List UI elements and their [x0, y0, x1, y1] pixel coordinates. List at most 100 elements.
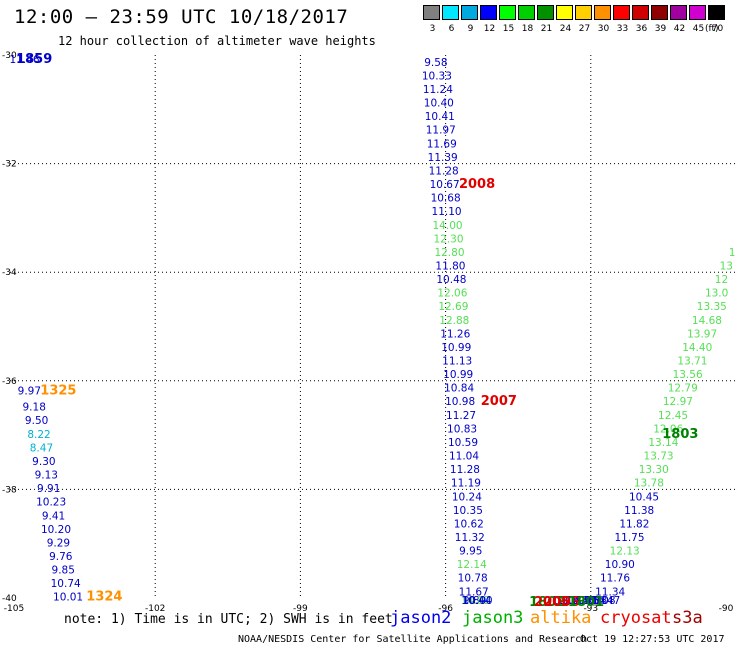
swh-value-label: 12.97	[663, 396, 693, 408]
color-swatch-3	[423, 5, 440, 20]
credit-line: NOAA/NESDIS Center for Satellite Applica…	[238, 634, 588, 645]
swh-value-label: 10.47	[590, 595, 620, 607]
swh-value-label: 12.06	[653, 423, 683, 435]
color-swatch-42	[670, 5, 687, 20]
color-scale-label: 39	[654, 24, 667, 34]
swh-value-label: 11.04	[449, 451, 479, 463]
swh-value-label: 9.18	[23, 402, 46, 414]
y-tick-label: -34	[2, 268, 17, 278]
color-swatch-36	[632, 5, 649, 20]
swh-value-label: 10.84	[444, 383, 474, 395]
swh-value-label: 10.41	[425, 111, 455, 123]
swh-value-label: 11.82	[619, 518, 649, 530]
color-swatch-33	[613, 5, 630, 20]
swh-value-label: 13.30	[639, 464, 669, 476]
swh-value-label: 11.67	[459, 586, 489, 598]
swh-value-label: 11.13	[442, 356, 472, 368]
chart-title: 12:00 – 23:59 UTC 10/18/2017	[14, 6, 349, 28]
y-tick-label: -32	[2, 160, 17, 170]
swh-value-label: 11.39	[428, 152, 458, 164]
x-tick-label: -93	[583, 604, 598, 614]
swh-value-label: 11.76	[600, 573, 630, 585]
swh-value-label: 12.14	[457, 559, 487, 571]
swh-value-label: 11.97	[426, 125, 456, 137]
swh-value-label: 14.40	[682, 342, 712, 354]
generation-timestamp: Oct 19 12:27:53 UTC 2017	[580, 634, 725, 645]
color-swatch-6	[442, 5, 459, 20]
swh-value-label: 11.28	[429, 165, 459, 177]
swh-value-label: 9.91	[37, 483, 60, 495]
swh-value-label: 9.95	[459, 546, 482, 558]
swh-value-label: 12.69	[438, 301, 468, 313]
swh-value-label: 9.41	[42, 510, 65, 522]
satellite-legend-s3a: s3a	[672, 608, 703, 628]
y-tick-label: -38	[2, 485, 17, 495]
swh-value-label: 10.83	[447, 423, 477, 435]
swh-value-label: 1	[729, 247, 736, 259]
swh-value-label: 9.30	[32, 456, 55, 468]
color-swatch-45	[689, 5, 706, 20]
y-tick-label: -40	[2, 594, 17, 604]
color-scale-label: 45	[692, 24, 705, 34]
swh-value-label: 11.75	[614, 532, 644, 544]
swh-value-label: 11.80	[435, 260, 465, 272]
pass-time-label: 1803	[662, 427, 698, 442]
y-tick-label: -36	[2, 377, 17, 387]
swh-value-label: 11.26	[440, 328, 470, 340]
swh-value-label: 10.40	[424, 98, 454, 110]
swh-value-label: 12.06	[437, 288, 467, 300]
pass-time-label: 1325	[40, 383, 76, 398]
color-scale-label: 15	[502, 24, 515, 34]
swh-value-label: 14.00	[433, 220, 463, 232]
satellite-legend-altika: altika	[530, 608, 592, 628]
satellite-legend-cryosat: cryosat	[600, 608, 672, 628]
color-scale-label: 12	[483, 24, 496, 34]
pass-time-label: 2008	[459, 177, 495, 192]
color-swatch-15	[499, 5, 516, 20]
swh-value-label: 9.85	[52, 565, 75, 577]
swh-value-label: 11.08	[585, 595, 615, 607]
swh-value-label: 8.47	[30, 442, 53, 454]
footnote: note: 1) Time is in UTC; 2) SWH is in fe…	[64, 612, 393, 627]
swh-value-label: 11.46	[9, 54, 39, 66]
color-scale-label: 30	[597, 24, 610, 34]
swh-value-label: 13.97	[687, 328, 717, 340]
swh-value-label: 11.34	[595, 586, 625, 598]
swh-value-label: 10.48	[436, 274, 466, 286]
swh-value-label: 11.28	[450, 464, 480, 476]
swh-value-label: 10.44	[462, 595, 492, 607]
color-scale-label: 3	[429, 24, 436, 34]
swh-value-label: 11.69	[427, 138, 457, 150]
color-scale-label: 18	[521, 24, 534, 34]
swh-value-label: 14.68	[692, 315, 722, 327]
swh-value-label: 10.55	[571, 595, 601, 607]
x-tick-label: -102	[145, 604, 165, 614]
swh-value-label: 10.78	[458, 573, 488, 585]
pass-time-label: 2006	[544, 595, 580, 610]
swh-value-label: 10.45	[629, 491, 659, 503]
swh-value-label: 9.88	[584, 595, 607, 607]
swh-value-label: 10.23	[36, 497, 66, 509]
x-tick-label: -96	[438, 604, 453, 614]
color-scale-label: 24	[559, 24, 572, 34]
chart-subtitle: 12 hour collection of altimeter wave hei…	[58, 34, 376, 48]
swh-value-label: 9.50	[25, 415, 48, 427]
color-scale-label: 36	[635, 24, 648, 34]
swh-value-label: 9.13	[35, 470, 58, 482]
color-swatch-21	[537, 5, 554, 20]
color-scale-label: 21	[540, 24, 553, 34]
swh-value-label: 10.03	[561, 595, 591, 607]
swh-value-label: 10.99	[441, 342, 471, 354]
swh-value-label: 12.88	[439, 315, 469, 327]
swh-value-label: 10.59	[448, 437, 478, 449]
swh-value-label: 10.24	[452, 491, 482, 503]
swh-value-label: 9.76	[49, 551, 73, 563]
swh-value-label: 10.67	[430, 179, 460, 191]
swh-value-label: 13.35	[697, 301, 727, 313]
swh-value-label: 12.79	[668, 383, 698, 395]
swh-value-label: 13.56	[673, 369, 703, 381]
color-swatch-24	[556, 5, 573, 20]
color-swatch-39	[651, 5, 668, 20]
swh-value-label: 10.99	[443, 369, 473, 381]
